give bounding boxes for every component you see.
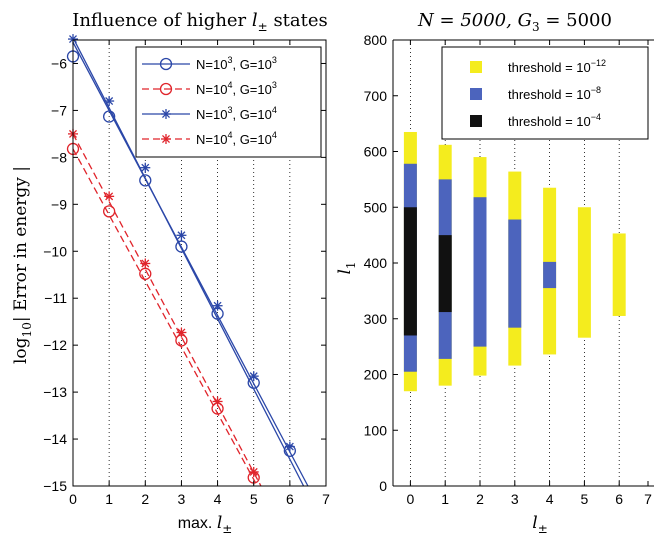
left-chart-title: Influence of higher l± states	[72, 10, 328, 34]
legend-label-3: N=104, G=104	[196, 130, 277, 147]
right-chart-panel: N = 5000, G3 = 5000 0 1 2 3 4 5 6 7 0 100 200 300 40…	[335, 10, 654, 536]
left-fit-lines	[72, 37, 309, 487]
series-fit-line-1	[72, 148, 258, 487]
right-legend: threshold = 10−12 threshold = 10−8 thresho…	[441, 46, 649, 140]
left-y-tick-label: −7	[51, 102, 67, 118]
left-x-tick-label: 5	[250, 491, 258, 507]
right-x-tick-label: 0	[407, 491, 415, 507]
series-3-point	[176, 327, 187, 338]
right-x-tick-label: 7	[644, 491, 652, 507]
series-2-point	[104, 96, 115, 107]
left-x-tick-label: 4	[214, 491, 222, 507]
left-y-axis-label: log10| Error in energy |	[11, 166, 34, 364]
left-x-tick-label: 2	[141, 491, 149, 507]
right-x-tick-label: 4	[546, 491, 554, 507]
right-y-tick-label: 800	[364, 32, 388, 48]
legend-label-2: N=103, G=104	[196, 105, 277, 122]
right-y-tick-label: 0	[379, 478, 387, 494]
range-bar-threshold-1e-12	[612, 233, 626, 316]
series-3-point	[212, 396, 223, 407]
right-y-tick-label: 300	[364, 311, 388, 327]
right-range-bars	[403, 131, 626, 392]
series-0-point	[139, 174, 152, 187]
series-3-point	[104, 191, 115, 202]
left-y-tick-label: −15	[43, 478, 67, 494]
series-2-point	[176, 230, 187, 241]
right-y-axis-label: l1	[335, 261, 358, 274]
legend-marker-2	[161, 109, 171, 119]
series-fit-line-3	[72, 133, 262, 487]
series-2-point	[212, 300, 223, 311]
left-y-tick-label: −14	[43, 431, 67, 447]
legend-threshold-label-2: threshold = 10−4	[508, 112, 601, 129]
right-ticks: 0 1 2 3 4 5 6 7 0 100 200 300 400 500 600 700 800	[364, 32, 652, 507]
left-y-tick-label: −11	[44, 290, 67, 306]
left-markers	[66, 34, 297, 484]
series-fit-line-2	[72, 37, 305, 487]
range-bar-threshold-1e-12	[577, 207, 591, 338]
legend-marker-0	[159, 57, 173, 71]
legend-label-1: N=104, G=103	[196, 80, 277, 97]
right-y-tick-label: 100	[364, 422, 388, 438]
range-bar-threshold-1e-8	[543, 261, 557, 289]
series-2-point	[140, 162, 151, 173]
legend-swatch-0	[470, 61, 482, 73]
right-x-tick-label: 6	[615, 491, 623, 507]
left-x-axis-label: max. l±	[178, 513, 233, 536]
left-y-tick-label: −8	[51, 149, 67, 165]
left-y-tick-label: −6	[51, 55, 67, 71]
left-x-tick-label: 7	[322, 491, 330, 507]
legend-threshold-label-0: threshold = 10−12	[508, 58, 606, 75]
series-3-point	[140, 258, 151, 269]
right-y-tick-label: 700	[364, 88, 388, 104]
legend-marker-3	[161, 134, 171, 144]
left-x-tick-label: 3	[178, 491, 186, 507]
left-x-tick-label: 0	[69, 491, 77, 507]
right-y-tick-label: 200	[364, 367, 388, 383]
left-x-tick-label: 6	[286, 491, 294, 507]
series-2-point	[284, 441, 295, 452]
legend-swatch-2	[470, 115, 482, 127]
left-ticks: 0 1 2 3 4 5 6 7 −6 −7 −8 −9 −10 −11 −12 −13 −14 −15	[43, 40, 330, 507]
series-2-point	[248, 371, 259, 382]
series-3-point	[248, 466, 259, 477]
left-y-tick-label: −10	[43, 243, 67, 259]
right-y-tick-label: 400	[364, 255, 388, 271]
legend-swatch-1	[470, 88, 482, 100]
right-x-tick-label: 3	[511, 491, 519, 507]
series-0-point	[175, 240, 188, 253]
range-bar-threshold-1e-4	[438, 235, 452, 313]
left-legend: N=103, G=103 N=104, G=103 N=103, G=104 N=10…	[135, 46, 322, 158]
right-x-tick-label: 1	[441, 491, 449, 507]
right-x-tick-label: 2	[476, 491, 484, 507]
right-chart-title: N = 5000, G3 = 5000	[417, 10, 612, 34]
range-bar-threshold-1e-8	[473, 197, 487, 347]
right-x-tick-label: 5	[581, 491, 589, 507]
range-bar-threshold-1e-8	[508, 219, 522, 328]
left-y-tick-label: −13	[43, 384, 67, 400]
left-chart-panel: Influence of higher l± states 0 1 2 3 4 5 6 7 −6…	[11, 10, 330, 536]
range-bar-threshold-1e-4	[403, 207, 417, 336]
series-fit-line-0	[72, 42, 309, 487]
left-axes-frame	[72, 39, 327, 487]
legend-threshold-label-1: threshold = 10−8	[508, 85, 601, 102]
series-0-point	[102, 110, 116, 123]
legend-marker-1	[159, 82, 173, 96]
left-x-tick-label: 1	[105, 491, 113, 507]
left-y-tick-label: −12	[43, 337, 67, 353]
right-y-tick-label: 600	[364, 144, 388, 160]
series-1-point	[102, 205, 116, 218]
left-y-tick-label: −9	[51, 196, 67, 212]
right-y-tick-label: 500	[364, 199, 388, 215]
legend-label-0: N=103, G=103	[196, 55, 277, 72]
right-x-axis-label: l±	[532, 513, 548, 536]
